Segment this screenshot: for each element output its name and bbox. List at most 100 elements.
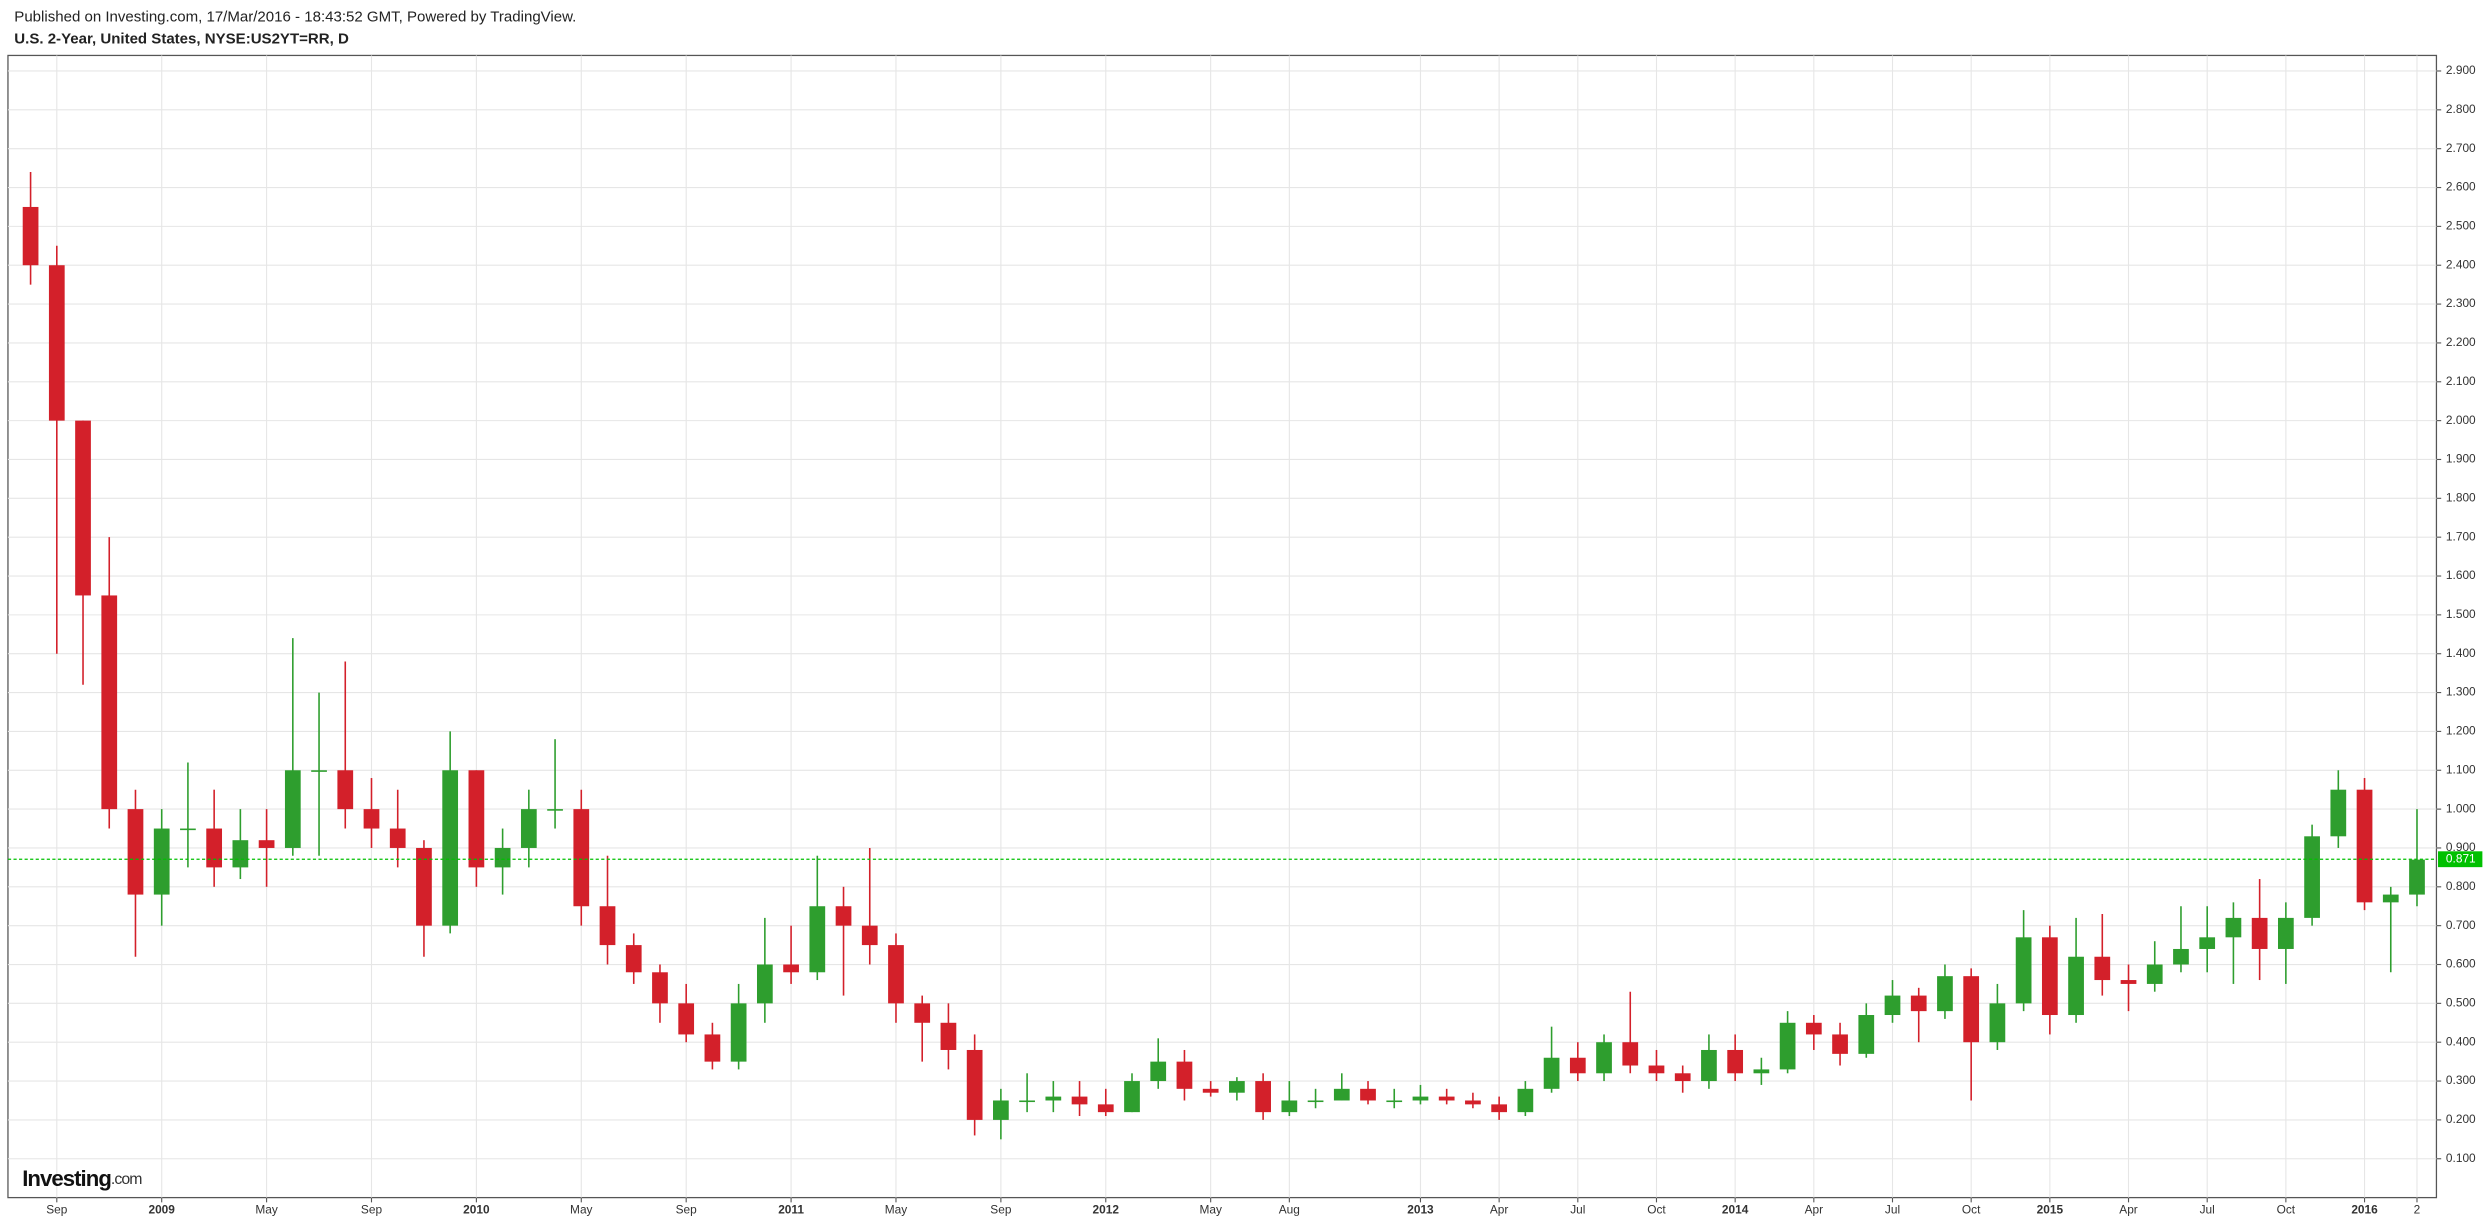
candle-body (547, 809, 563, 811)
y-tick-label: 0.400 (2446, 1034, 2476, 1048)
candle-body (389, 828, 406, 848)
y-tick-label: 2.900 (2446, 63, 2476, 77)
candle-body (101, 595, 118, 810)
candle-body (363, 809, 380, 829)
candle-body (1937, 976, 1953, 1012)
candle-body (625, 945, 642, 973)
candle-body (966, 1049, 983, 1120)
candle-body (809, 906, 826, 973)
x-tick-label: Oct (1647, 1202, 1666, 1216)
candle-body (1333, 1088, 1350, 1101)
candle-body (1858, 1015, 1875, 1054)
x-tick-label: Jul (1570, 1202, 1585, 1216)
candle-body (1648, 1065, 1665, 1074)
candle-body (2304, 836, 2320, 918)
x-tick-label: Sep (990, 1202, 1012, 1216)
candle-body (2382, 894, 2399, 903)
x-tick-label: Oct (1962, 1202, 1981, 1216)
candles (7, 171, 2437, 1140)
candle-body (2356, 789, 2373, 903)
y-tick-label: 2.600 (2446, 180, 2476, 194)
x-tick-label: 2016 (2351, 1202, 2378, 1216)
candle-body (337, 770, 354, 810)
candle-body (993, 1100, 1009, 1120)
candle-body (2251, 917, 2268, 949)
candle-body (599, 906, 616, 946)
candle-body (2199, 937, 2216, 949)
candle-body (180, 828, 196, 831)
candle-body (730, 1003, 747, 1062)
grid (7, 55, 2442, 1203)
logo: Investing.com (22, 1166, 142, 1191)
candle-body (1596, 1042, 1612, 1074)
candle-body (1019, 1100, 1035, 1103)
candle-body (284, 770, 301, 848)
candle-body (2225, 917, 2242, 938)
y-tick-label: 0.500 (2446, 996, 2476, 1010)
y-tick-label: 1.200 (2446, 724, 2476, 738)
candle-body (2120, 980, 2137, 984)
candle-body (1832, 1034, 1848, 1054)
last-price-label: 0.871 (2446, 851, 2476, 865)
chart-title: U.S. 2-Year, United States, NYSE:US2YT=R… (14, 31, 349, 48)
x-tick-label: Sep (361, 1202, 383, 1216)
candle-body (1176, 1061, 1193, 1089)
candle-body (494, 847, 511, 868)
candle-body (206, 828, 223, 868)
candle-body (888, 945, 904, 1004)
candle-body (153, 828, 170, 895)
x-tick-label: Jul (1885, 1202, 1900, 1216)
plot-frame (7, 54, 2438, 1199)
candle-body (1884, 995, 1901, 1016)
x-tick-label: 2 (2414, 1202, 2421, 1216)
candle-body (416, 847, 432, 926)
candle-body (1386, 1100, 1403, 1103)
candle-body (2409, 859, 2425, 895)
y-tick-label: 2.200 (2446, 335, 2476, 349)
candle-body (1465, 1100, 1481, 1105)
candle-body (1727, 1049, 1744, 1074)
y-tick-label: 2.000 (2446, 413, 2476, 427)
candle-body (2277, 917, 2294, 949)
candle-body (1753, 1069, 1770, 1074)
x-tick-label: 2009 (148, 1202, 175, 1216)
logo-suffix: .com (111, 1171, 142, 1188)
y-tick-label: 1.500 (2446, 607, 2476, 621)
candle-body (573, 809, 590, 907)
candle-body (1412, 1096, 1429, 1101)
candle-body (1281, 1100, 1298, 1113)
candle-body (48, 265, 65, 421)
x-tick-label: Oct (2277, 1202, 2296, 1216)
x-tick-label: Aug (1279, 1202, 1300, 1216)
candle-body (468, 770, 485, 868)
candle-body (1517, 1088, 1534, 1113)
candle-body (1779, 1022, 1796, 1070)
candle-body (1202, 1088, 1219, 1093)
candle-body (1701, 1049, 1717, 1082)
x-tick-label: 2013 (1407, 1202, 1434, 1216)
y-tick-label: 1.900 (2446, 452, 2476, 466)
candle-body (1543, 1057, 1560, 1089)
candle-body (783, 964, 799, 973)
candle-body (2068, 956, 2084, 1016)
candle-body (75, 420, 91, 596)
y-tick-label: 1.800 (2446, 490, 2476, 504)
x-tick-label: Apr (2119, 1202, 2138, 1216)
candle-body (22, 206, 39, 266)
y-tick-label: 1.700 (2446, 529, 2476, 543)
y-tick-label: 2.300 (2446, 296, 2476, 310)
candle-body (1307, 1100, 1324, 1103)
logo-text: Investing (22, 1166, 111, 1191)
candle-body (1071, 1096, 1088, 1105)
y-tick-label: 2.500 (2446, 219, 2476, 233)
candle-body (914, 1003, 931, 1023)
x-tick-label: 2014 (1722, 1202, 1749, 1216)
candle-body (652, 972, 668, 1004)
x-tick-label: 2012 (1093, 1202, 1120, 1216)
candle-body (2173, 948, 2189, 965)
y-tick-label: 2.100 (2446, 374, 2476, 388)
candle-body (1622, 1042, 1639, 1066)
candle-body (2015, 937, 2032, 1004)
y-tick-label: 0.600 (2446, 957, 2476, 971)
y-tick-label: 2.700 (2446, 141, 2476, 155)
